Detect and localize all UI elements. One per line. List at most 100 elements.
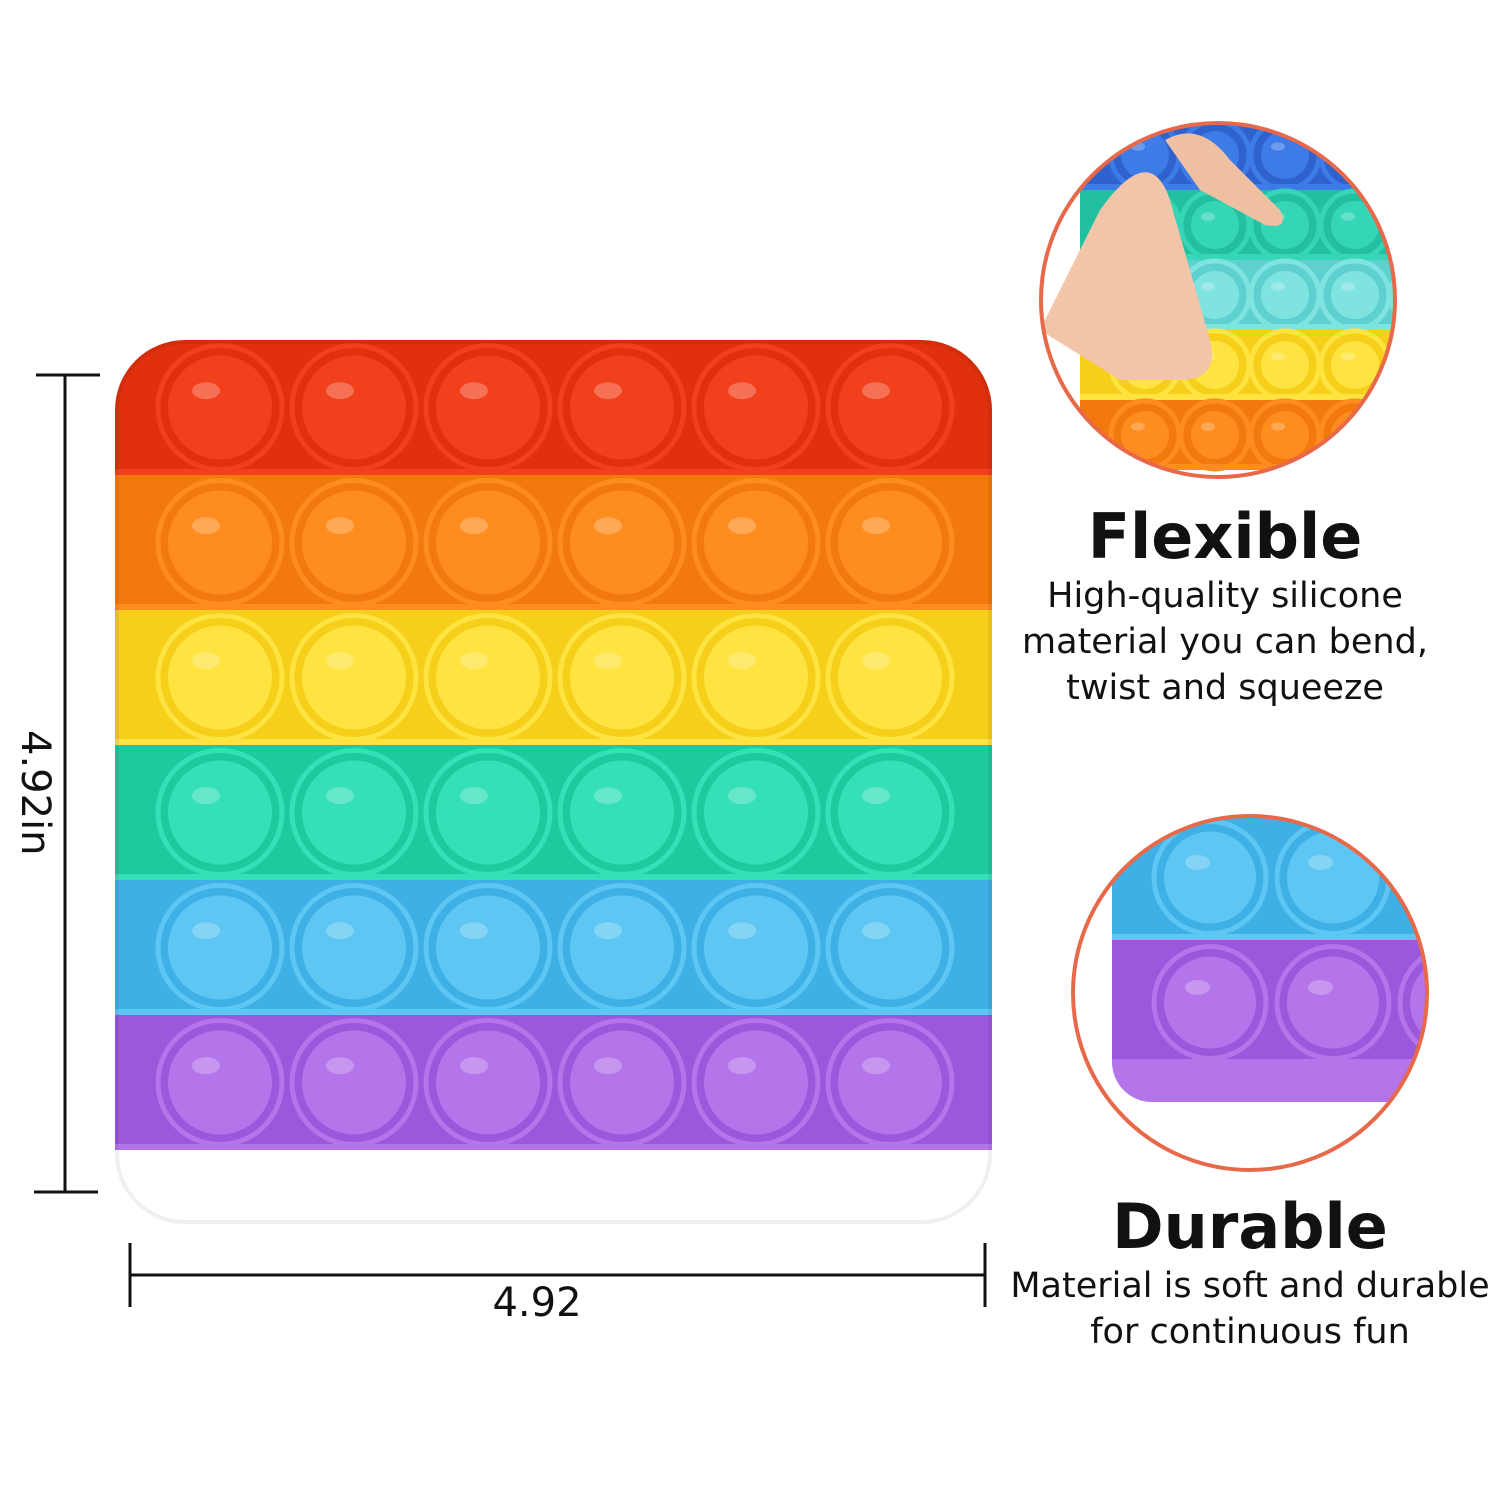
bubble-highlight xyxy=(460,1057,488,1075)
bubble xyxy=(704,490,808,595)
bubble xyxy=(1401,341,1449,389)
feature-durable: Durable Material is soft and durable for… xyxy=(995,1190,1500,1355)
bubble-ring xyxy=(691,613,821,742)
bubble xyxy=(302,1030,406,1135)
bubble xyxy=(302,625,406,730)
feature-line: twist and squeeze xyxy=(1066,668,1384,708)
bubble xyxy=(570,625,674,730)
bubble-highlight xyxy=(728,382,756,400)
bubble-ring xyxy=(825,883,955,1012)
bubble-highlight xyxy=(728,922,756,940)
bubble-highlight xyxy=(326,517,354,535)
bubble-highlight xyxy=(594,517,622,535)
bubble xyxy=(168,895,272,1000)
width-dimension-line xyxy=(128,1243,987,1307)
feature-line: Material is soft and durable xyxy=(1010,1266,1490,1306)
width-label: 4.92 xyxy=(492,1280,582,1326)
bubble xyxy=(436,1030,540,1135)
bubble-highlight xyxy=(1201,422,1215,431)
bubble-ring xyxy=(691,478,821,607)
bubble-highlight xyxy=(728,1057,756,1075)
height-dimension-line xyxy=(34,373,100,1194)
bubble xyxy=(570,355,674,460)
bubble xyxy=(1331,411,1379,459)
bubble-highlight xyxy=(192,922,220,940)
pop-it-toy xyxy=(115,340,992,1224)
finger xyxy=(1165,133,1283,226)
bubble-ring xyxy=(423,613,553,742)
bubble xyxy=(704,760,808,865)
flexible-detail-frame xyxy=(1039,121,1397,479)
feature-title: Flexible xyxy=(1087,500,1363,573)
bubble-ring xyxy=(155,883,285,1012)
bubble-highlight xyxy=(1271,352,1285,361)
bubble xyxy=(168,355,272,460)
bubble xyxy=(168,1030,272,1135)
bubble xyxy=(838,895,942,1000)
bubble-ring xyxy=(423,883,553,1012)
bubble-highlight xyxy=(192,382,220,400)
bubble-highlight xyxy=(1308,980,1333,995)
hand xyxy=(1042,172,1212,380)
bubble-ring xyxy=(557,343,687,472)
bubble-ring xyxy=(289,478,419,607)
bubble xyxy=(838,490,942,595)
bubble-ring xyxy=(1388,398,1394,472)
bubble xyxy=(1331,271,1379,319)
bubble xyxy=(436,355,540,460)
bubble xyxy=(436,625,540,730)
bubble-highlight xyxy=(460,382,488,400)
bubble-highlight xyxy=(594,382,622,400)
bubble-highlight xyxy=(326,382,354,400)
bubble xyxy=(1331,341,1379,389)
bubble xyxy=(1164,831,1256,924)
bubble-ring xyxy=(289,343,419,472)
bubble-highlight xyxy=(460,787,488,805)
bubble xyxy=(436,895,540,1000)
bubble xyxy=(1261,341,1309,389)
bubble xyxy=(838,760,942,865)
bubble-ring xyxy=(825,343,955,472)
bubble-highlight xyxy=(1341,282,1355,291)
bubble-highlight xyxy=(460,922,488,940)
bubble-ring xyxy=(1274,944,1392,1061)
bubble-highlight xyxy=(862,787,890,805)
bubble-highlight xyxy=(1201,282,1215,291)
bubble-ring xyxy=(557,478,687,607)
bubble-ring xyxy=(423,343,553,472)
bubble-highlight xyxy=(594,922,622,940)
bubble-ring xyxy=(1388,124,1394,192)
bubble-ring xyxy=(825,478,955,607)
bubble xyxy=(570,490,674,595)
bubble-ring xyxy=(1388,328,1394,402)
bubble-highlight xyxy=(862,517,890,535)
bubble xyxy=(1191,411,1239,459)
bubble-ring xyxy=(1397,944,1426,1061)
bubble-ring xyxy=(155,748,285,877)
bubble xyxy=(1331,201,1379,249)
bubble-highlight xyxy=(1201,212,1215,221)
bubble xyxy=(1191,271,1239,319)
bubble-highlight xyxy=(1411,422,1425,430)
bubble xyxy=(168,760,272,865)
bubble-highlight xyxy=(1341,142,1355,151)
bubble-ring xyxy=(289,1018,419,1147)
bubble-highlight xyxy=(862,652,890,670)
bubble xyxy=(1401,131,1449,179)
bubble xyxy=(1121,411,1169,459)
bubble-ring xyxy=(557,613,687,742)
bubble xyxy=(436,760,540,865)
bubble xyxy=(570,1030,674,1135)
pop-it-edge xyxy=(1112,1065,1426,1102)
bubble-highlight xyxy=(326,652,354,670)
bubble-ring xyxy=(289,613,419,742)
bubble xyxy=(570,760,674,865)
bubble-highlight xyxy=(460,652,488,670)
bubble-ring xyxy=(691,748,821,877)
feature-title: Durable xyxy=(1112,1190,1388,1263)
bubble-ring xyxy=(423,478,553,607)
bubble xyxy=(704,1030,808,1135)
bubble-ring xyxy=(155,613,285,742)
bubble-ring xyxy=(155,1018,285,1147)
bubble xyxy=(1261,271,1309,319)
